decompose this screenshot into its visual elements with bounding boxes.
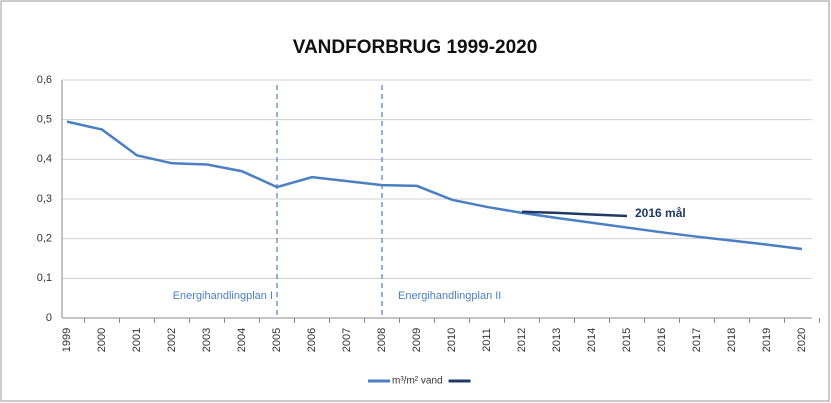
x-tick-label: 2008: [376, 328, 388, 352]
y-tick-label: 0: [46, 312, 52, 324]
x-tick-label: 2017: [691, 328, 703, 352]
x-tick-label: 2014: [586, 328, 598, 352]
y-tick-label: 0,2: [37, 233, 52, 245]
x-tick-label: 2016: [656, 328, 668, 352]
x-tick-label: 2000: [96, 328, 108, 352]
x-tick-label: 2001: [131, 328, 143, 352]
x-tick-label: 2010: [446, 328, 458, 352]
y-tick-label: 0,6: [37, 74, 52, 86]
data-line: [521, 210, 628, 218]
data-line: [66, 120, 803, 251]
x-tick-label: 1999: [61, 328, 73, 352]
x-tick-label: 2004: [236, 328, 248, 352]
x-tick-label: 2002: [166, 328, 178, 352]
y-tick-label: 0,5: [37, 114, 52, 126]
x-tick-label: 2015: [621, 328, 633, 352]
annotation: Energihandlingplan II: [398, 290, 501, 302]
y-tick-label: 0,3: [37, 193, 52, 205]
x-tick-label: 2009: [411, 328, 423, 352]
x-tick-label: 2018: [726, 328, 738, 352]
x-tick-label: 2007: [341, 328, 353, 352]
x-tick-label: 2003: [201, 328, 213, 352]
legend-label: m³/m² vand: [392, 376, 443, 387]
y-tick-label: 0,4: [37, 153, 52, 165]
x-tick-label: 2020: [796, 328, 808, 352]
x-tick-label: 2006: [306, 328, 318, 352]
x-tick-label: 2012: [516, 328, 528, 352]
x-tick-label: 2019: [761, 328, 773, 352]
x-tick-label: 2013: [551, 328, 563, 352]
x-tick-label: 2005: [271, 328, 283, 352]
y-tick-label: 0,1: [37, 272, 52, 284]
x-tick-label: 2011: [481, 328, 493, 352]
annotation: 2016 mål: [635, 206, 686, 220]
chart-title: VANDFORBRUG 1999-2020: [293, 37, 538, 58]
annotation: Energihandlingplan I: [173, 290, 273, 302]
